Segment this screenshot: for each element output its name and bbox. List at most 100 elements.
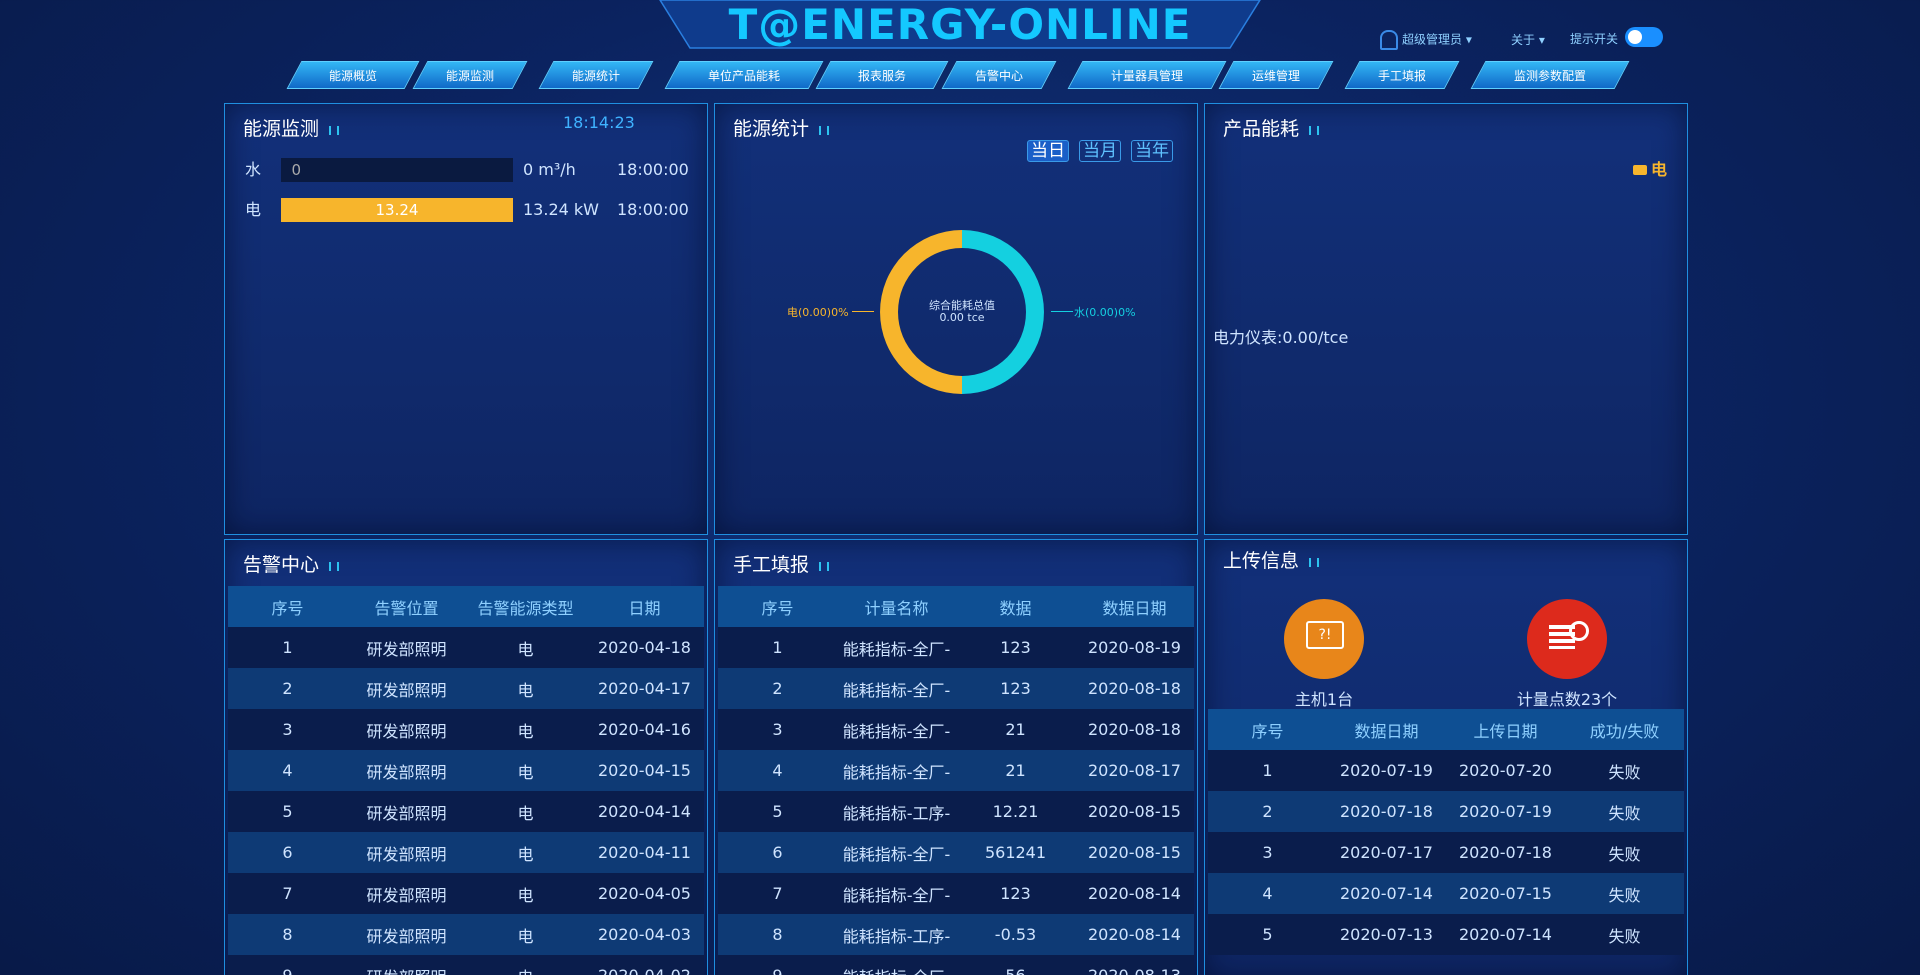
cell: 3: [1262, 843, 1273, 862]
cell: 2020-04-02: [585, 966, 704, 975]
cell: 能耗指标-工序-: [842, 803, 951, 823]
cell: 能耗指标-全厂-: [842, 680, 951, 700]
nav-tab[interactable]: 报表服务: [823, 61, 941, 89]
panel-title: 能源监测: [243, 114, 339, 141]
column-header: 日期: [628, 598, 661, 618]
period-button[interactable]: 当月: [1079, 140, 1121, 162]
column-header: 数据日期: [1102, 598, 1167, 618]
cell: 研发部照明: [366, 885, 447, 905]
table-row: 4 2020-07-14 2020-07-15 失败: [1208, 873, 1684, 914]
cell: 2020-07-17: [1340, 843, 1433, 862]
table-row: 3 2020-07-17 2020-07-18 失败: [1208, 832, 1684, 873]
nav-tab[interactable]: 能源统计: [546, 61, 646, 89]
cell: 21: [1005, 720, 1026, 739]
nav-tab[interactable]: 监测参数配置: [1478, 61, 1622, 89]
cell: 2020-04-16: [598, 720, 691, 739]
row-label: 水: [245, 160, 262, 179]
nav-tab[interactable]: 计量器具管理: [1075, 61, 1219, 89]
table-row: 5 能耗指标-工序- 12.21 2020-08-15: [718, 791, 1194, 832]
cell: 2020-08-17: [1088, 761, 1181, 780]
cell: 研发部照明: [366, 844, 447, 864]
cell: 5: [1262, 925, 1273, 944]
cell: 2020-04-14: [598, 802, 691, 821]
points-icon: [1527, 599, 1607, 679]
cell: 2020-07-20: [1459, 761, 1552, 780]
table-row: 7 能耗指标-全厂- 123 2020-08-14: [718, 873, 1194, 914]
host-icon: ?!: [1284, 599, 1364, 679]
cell: 2020-08-18: [1088, 720, 1181, 739]
logo: T@ENERGY-ONLINE: [728, 0, 1192, 49]
cell: 56: [956, 966, 1075, 975]
table-row: 8 研发部照明 电 2020-04-03: [228, 914, 704, 955]
cell: 5: [772, 802, 783, 821]
panel-title: 能源统计: [733, 114, 829, 141]
cell: 电: [517, 639, 534, 659]
cell: 2020-07-19: [1459, 802, 1552, 821]
cell: 2020-07-14: [1340, 884, 1433, 903]
about-menu[interactable]: 关于 ▾: [1511, 33, 1545, 47]
period-button[interactable]: 当日: [1027, 140, 1069, 162]
cell: 8: [282, 925, 293, 944]
cell: 4: [282, 761, 293, 780]
table: 序号 告警位置 告警能源类型 日期 1 研发部照明电 2020-04-18 2 研发部照明电 20…: [228, 586, 704, 975]
column-header: 成功/失败: [1589, 721, 1660, 741]
cell: 研发部照明: [366, 639, 447, 659]
cell: 2020-08-13: [1075, 966, 1194, 975]
cell: 5: [282, 802, 293, 821]
cell: 2020-07-18: [1459, 843, 1552, 862]
cell: 能耗指标-全厂-: [842, 885, 951, 905]
column-header: 计量名称: [864, 598, 929, 618]
cell: 2020-07-14: [1459, 925, 1552, 944]
table-row: 9研发部照明电2020-04-02: [228, 955, 704, 975]
bar: [281, 198, 513, 222]
toggle-switch[interactable]: [1625, 27, 1663, 47]
user-menu[interactable]: 超级管理员 ▾: [1380, 30, 1472, 50]
cell: 1: [772, 638, 783, 657]
energy-monitor-panel: 能源监测 18:14:23 水 0 0 m³/h 18:00:00 电 13.24 13.2…: [224, 103, 708, 535]
cell: 2020-08-15: [1088, 843, 1181, 862]
period-button[interactable]: 当年: [1131, 140, 1173, 162]
cell: 2020-07-18: [1340, 802, 1433, 821]
cell: 123: [1000, 679, 1031, 698]
nav-tab[interactable]: 能源概览: [294, 61, 412, 89]
panel-title: 上传信息: [1223, 546, 1319, 573]
cell: 123: [1000, 884, 1031, 903]
points-label: 计量点数23个: [1516, 690, 1618, 709]
table: 序号 计量名称 数据 数据日期 1 能耗指标-全厂- 123 2020-08-19 2 能耗指标-…: [718, 586, 1194, 975]
cell: -0.53: [994, 925, 1037, 944]
bar-track: 0: [281, 158, 513, 182]
reading-time: 18:00:00: [617, 160, 689, 179]
meter-text: 电力仪表:0.00/tce: [1213, 328, 1349, 347]
column-header: 数据日期: [1354, 721, 1419, 741]
nav-tab[interactable]: 能源监测: [420, 61, 520, 89]
table-row: 7 研发部照明 电 2020-04-05: [228, 873, 704, 914]
cell: 能耗指标-全厂-: [842, 844, 951, 864]
nav-tab[interactable]: 单位产品能耗: [672, 61, 816, 89]
donut-center-value: 0.00 tce: [939, 311, 985, 324]
host-label: 主机1台: [1294, 690, 1354, 709]
table-row: 5 2020-07-13 2020-07-14 失败: [1208, 914, 1684, 955]
cell: 研发部照明: [366, 926, 447, 946]
column-header: 告警位置: [374, 598, 439, 618]
bar-value: 13.24: [375, 201, 419, 219]
panel-title: 手工填报: [733, 550, 829, 577]
cell: 12.21: [992, 802, 1039, 821]
nav-tab[interactable]: 运维管理: [1226, 61, 1326, 89]
cell: 2020-04-15: [598, 761, 691, 780]
cell: 2: [282, 679, 293, 698]
clock: 18:14:23: [563, 113, 635, 132]
table-row: 2 能耗指标-全厂- 123 2020-08-18: [718, 668, 1194, 709]
table-row: 6 能耗指标-全厂- 561241 2020-08-15: [718, 832, 1194, 873]
cell: 失败: [1608, 885, 1641, 905]
alarm-panel: 告警中心 序号 告警位置 告警能源类型 日期 1 研发部照明电 2020-04-18 2 研发部…: [224, 539, 708, 975]
nav-tab[interactable]: 告警中心: [949, 61, 1049, 89]
table-row: 1 2020-07-19 2020-07-20 失败: [1208, 750, 1684, 791]
table: 序号 数据日期 上传日期 成功/失败 1 2020-07-19 2020-07-20 失败 2 2…: [1208, 709, 1684, 955]
upload-panel: 上传信息 ?! 主机1台 计量点数23个 序号 数据日期 上传日期 成功/失败 1 202…: [1204, 539, 1688, 975]
nav-tab[interactable]: 手工填报: [1352, 61, 1452, 89]
column-header: 上传日期: [1473, 721, 1538, 741]
table-header: 序号 数据日期 上传日期 成功/失败: [1208, 709, 1684, 750]
cell: 2020-04-03: [598, 925, 691, 944]
cell: 2020-08-19: [1088, 638, 1181, 657]
cell: 21: [1005, 761, 1026, 780]
